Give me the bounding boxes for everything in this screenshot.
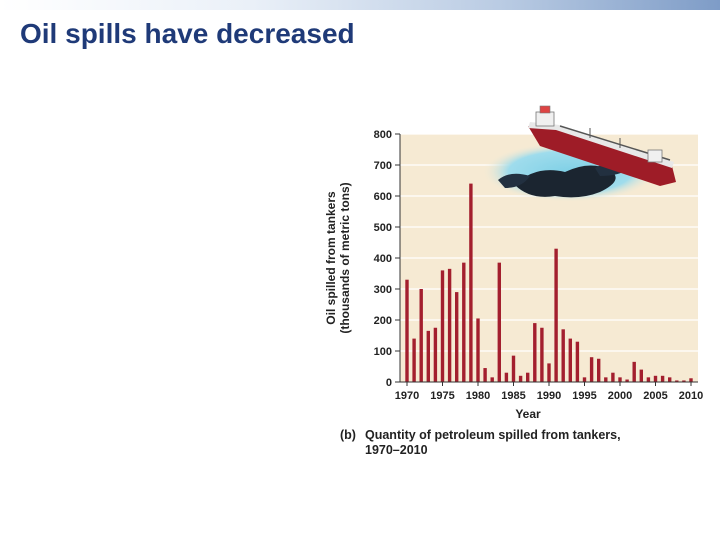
bar-1979 — [469, 183, 473, 382]
x-tick-label: 1985 — [501, 390, 525, 402]
bar-1980 — [476, 318, 480, 382]
bar-1989 — [540, 327, 544, 382]
bar-2001 — [625, 379, 629, 382]
bar-1986 — [518, 375, 523, 382]
bar-1990 — [547, 363, 551, 382]
bar-1999 — [611, 372, 615, 382]
y-tick-label: 300 — [374, 284, 392, 296]
y-tick-label: 700 — [374, 160, 392, 172]
y-tick-label: 600 — [374, 191, 392, 203]
y-tick-label: 200 — [374, 315, 392, 327]
bar-1985 — [511, 355, 516, 382]
bar-2006 — [660, 375, 665, 382]
figure-caption: (b) Quantity of petroleum spilled from ta… — [340, 428, 700, 458]
y-tick-label: 800 — [374, 129, 392, 141]
bar-1998 — [604, 377, 608, 382]
bar-1971 — [412, 338, 416, 382]
x-tick-label: 1980 — [466, 390, 490, 402]
x-tick-label: 2005 — [643, 390, 667, 402]
bar-1970 — [405, 279, 409, 382]
y-tick-label: 0 — [386, 377, 392, 389]
bar-1988 — [533, 323, 537, 382]
slide-title: Oil spills have decreased — [20, 18, 355, 49]
x-tick-label: 1970 — [395, 390, 419, 402]
bar-1983 — [497, 262, 501, 382]
x-tick-label: 2010 — [679, 390, 703, 402]
y-axis-label-line1: Oil spilled from tankers — [324, 191, 338, 325]
y-tick-label: 500 — [374, 222, 392, 234]
x-tick-label: 2000 — [608, 390, 632, 402]
bar-1984 — [504, 372, 509, 382]
bar-1997 — [597, 358, 601, 382]
x-tick-label: 1975 — [430, 390, 454, 402]
bar-1991 — [554, 248, 558, 382]
bar-1987 — [526, 372, 530, 382]
title-bar-accent — [0, 0, 720, 10]
y-tick-label: 100 — [374, 346, 392, 358]
x-axis-label: Year — [515, 407, 541, 421]
bar-1977 — [455, 292, 459, 382]
bar-2002 — [632, 361, 636, 382]
bar-1994 — [575, 341, 580, 382]
bar-1972 — [419, 289, 423, 382]
bar-1993 — [568, 338, 572, 382]
bar-2003 — [639, 369, 643, 382]
bar-1975 — [440, 270, 445, 382]
bar-2004 — [646, 377, 651, 382]
bar-1995 — [582, 377, 587, 382]
bar-1982 — [490, 377, 494, 382]
bar-1992 — [561, 329, 565, 382]
bar-2010 — [689, 378, 693, 382]
bar-1974 — [433, 327, 438, 382]
y-axis-label: Oil spilled from tankers (thousands of m… — [324, 168, 352, 348]
bar-2007 — [668, 377, 672, 382]
bar-1996 — [589, 357, 594, 382]
bar-1976 — [447, 268, 452, 382]
caption-line2: 1970–2010 — [365, 443, 428, 457]
bar-2005 — [653, 375, 658, 382]
bar-1973 — [426, 330, 430, 382]
bar-2008 — [675, 380, 679, 382]
bar-1978 — [462, 262, 466, 382]
y-tick-label: 400 — [374, 253, 392, 265]
bar-2000 — [618, 377, 622, 382]
caption-line1: Quantity of petroleum spilled from tanke… — [365, 428, 621, 442]
oil-tanker-spill-icon — [482, 105, 676, 202]
y-axis-label-line2: (thousands of metric tons) — [338, 182, 352, 334]
bar-1981 — [483, 368, 487, 382]
x-tick-label: 1995 — [572, 390, 596, 402]
caption-letter: (b) — [340, 428, 356, 442]
bar-2009 — [682, 380, 686, 382]
x-tick-label: 1990 — [537, 390, 561, 402]
